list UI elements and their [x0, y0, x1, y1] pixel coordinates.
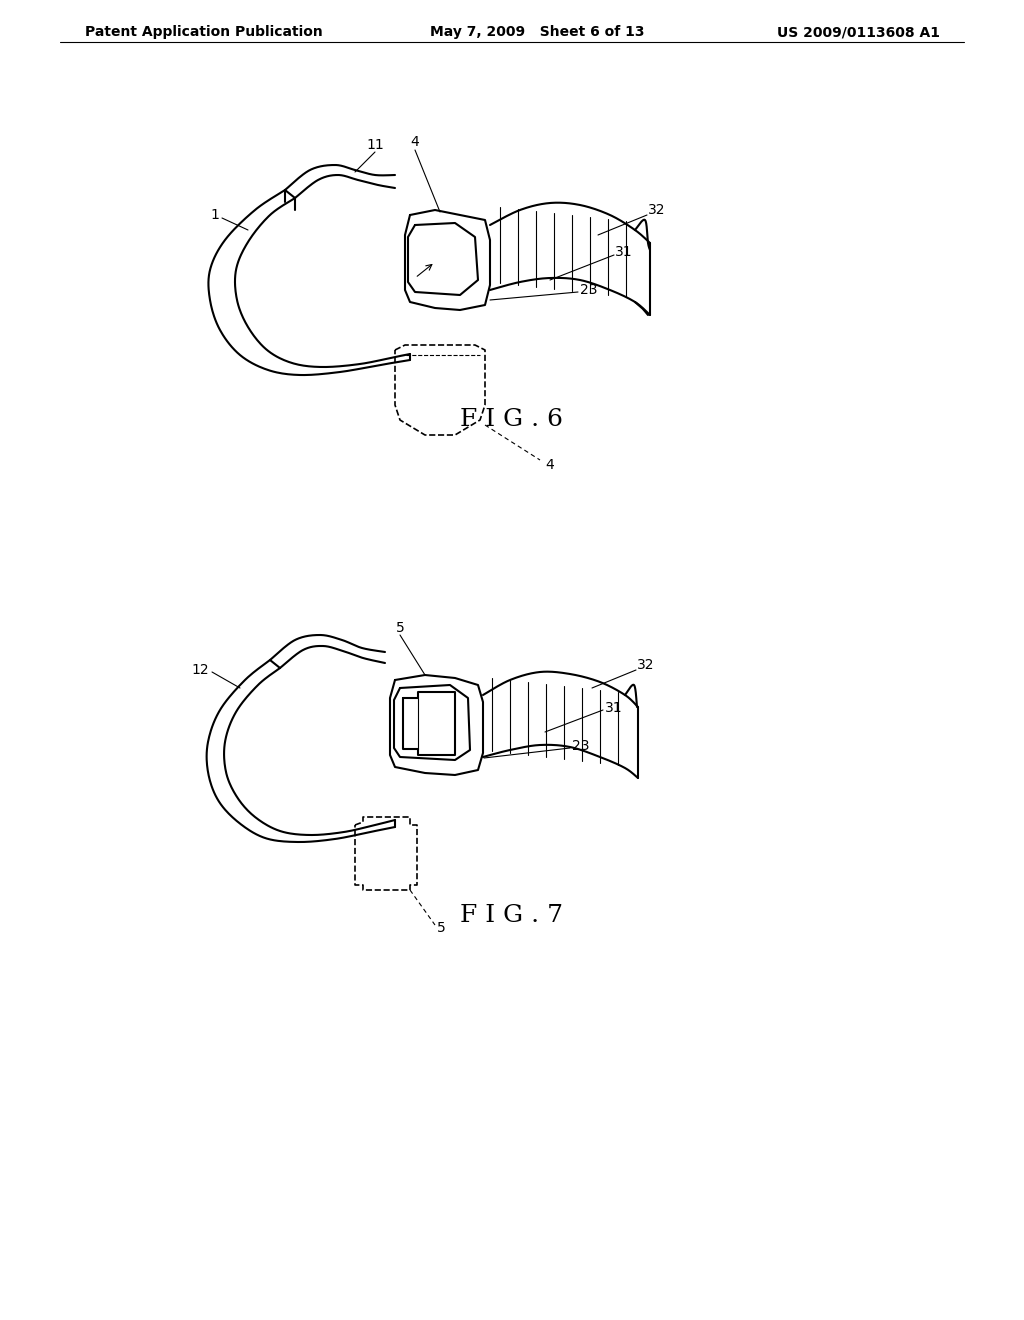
Text: 23: 23: [580, 282, 597, 297]
Text: F I G . 7: F I G . 7: [461, 903, 563, 927]
Text: 5: 5: [437, 921, 445, 935]
Text: 5: 5: [395, 620, 404, 635]
Text: 4: 4: [411, 135, 420, 149]
Text: 1: 1: [211, 209, 219, 222]
Text: May 7, 2009   Sheet 6 of 13: May 7, 2009 Sheet 6 of 13: [430, 25, 644, 40]
Text: 4: 4: [545, 458, 554, 473]
Text: 32: 32: [637, 657, 654, 672]
Text: 31: 31: [615, 246, 633, 259]
Text: 32: 32: [648, 203, 666, 216]
Text: F I G . 6: F I G . 6: [461, 408, 563, 432]
Text: 11: 11: [367, 139, 384, 152]
Text: 31: 31: [605, 701, 623, 715]
Text: 23: 23: [572, 739, 590, 752]
Text: 12: 12: [191, 663, 209, 677]
Text: US 2009/0113608 A1: US 2009/0113608 A1: [777, 25, 940, 40]
Text: Patent Application Publication: Patent Application Publication: [85, 25, 323, 40]
